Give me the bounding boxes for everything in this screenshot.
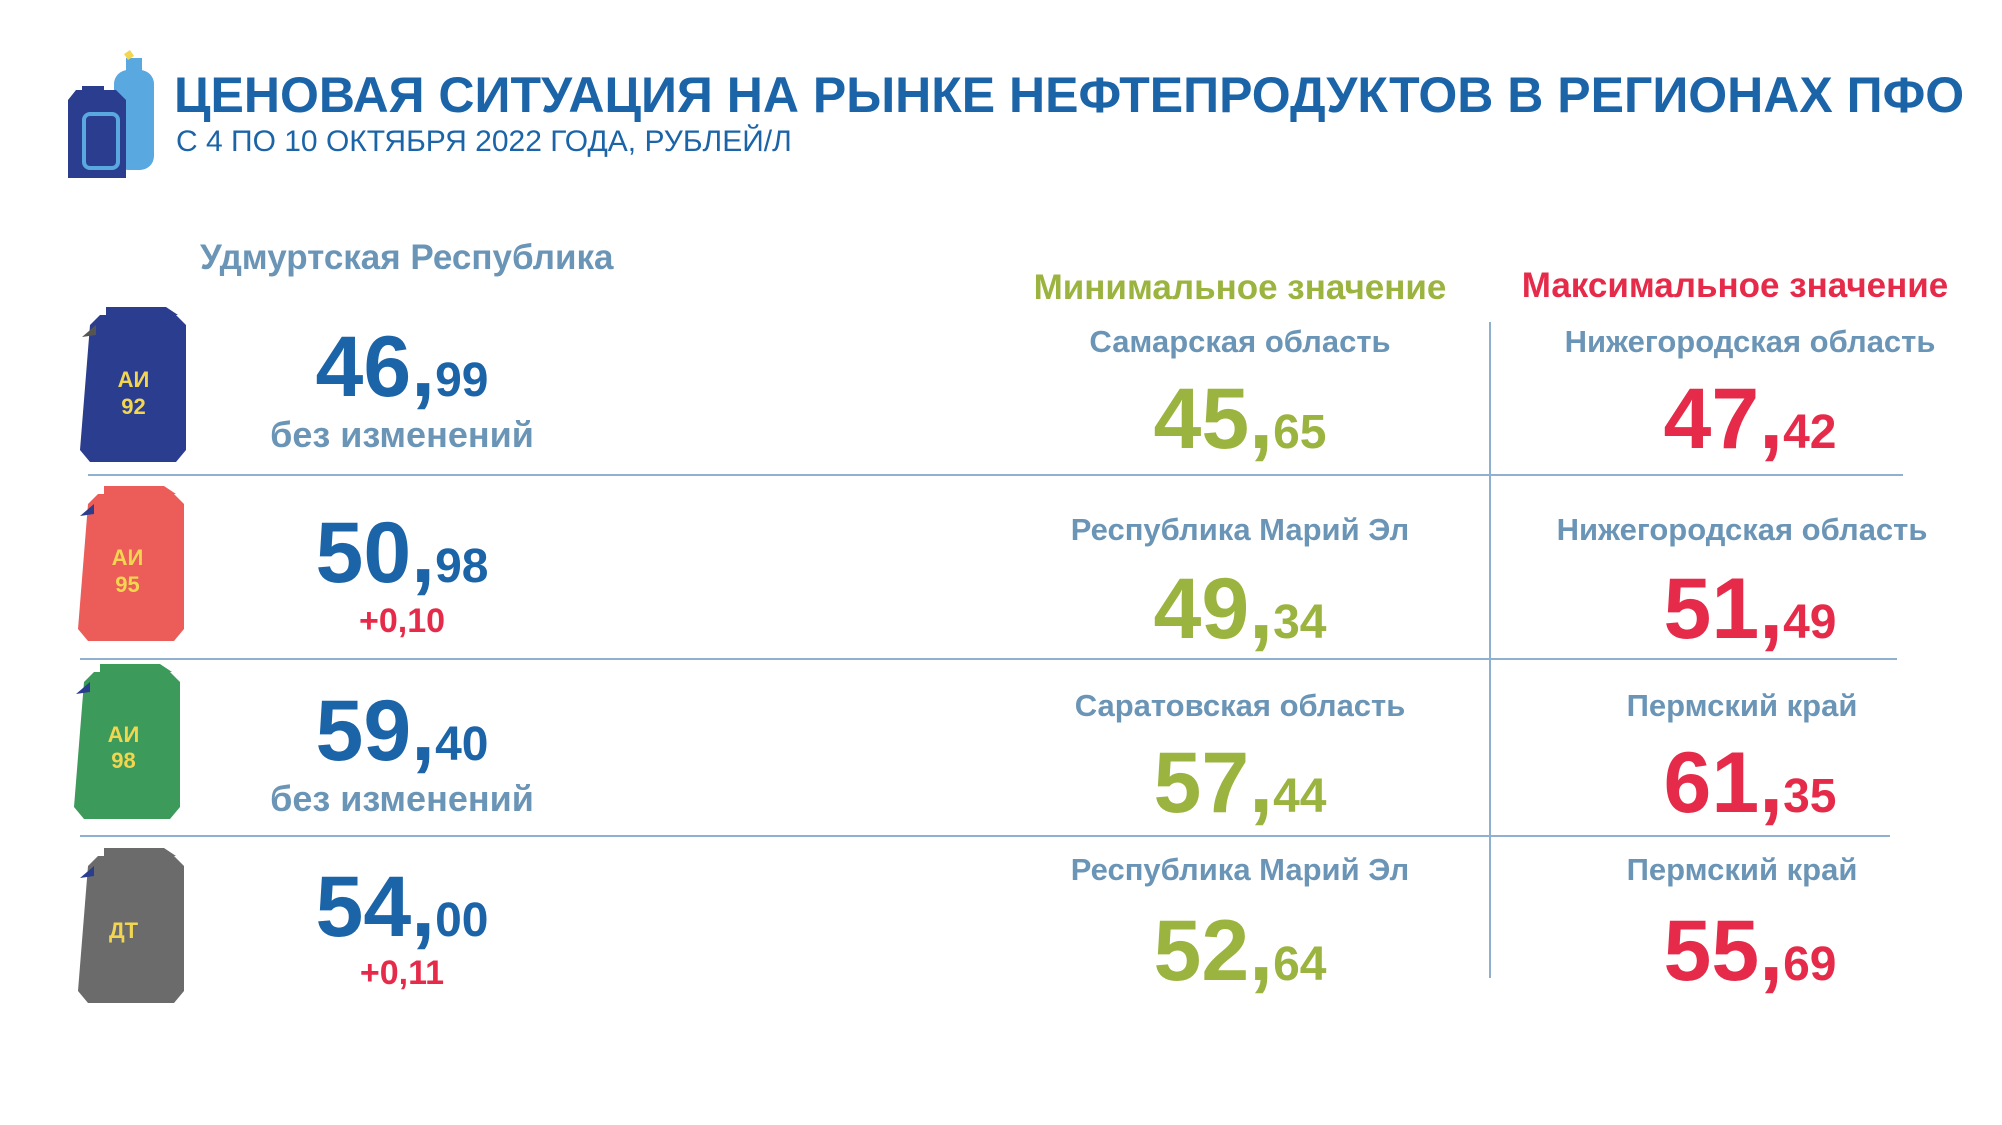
price-change: +0,10: [358, 602, 446, 640]
price-decimal: 00: [435, 894, 489, 947]
column-divider: [1489, 322, 1491, 978]
fuel-canister-icon: [78, 848, 184, 1003]
row-divider: [80, 658, 1897, 660]
max-price: 47,42: [1520, 370, 1980, 469]
price-decimal: 69: [1783, 938, 1837, 991]
price-integer: 55,: [1663, 903, 1784, 999]
fuel-canister-gas-cylinder-icon: [68, 50, 154, 178]
row-divider: [88, 474, 1903, 476]
min-region-name: Республика Марий Эл: [1070, 852, 1410, 887]
fuel-type-number: 92: [121, 394, 146, 419]
price-integer: 54,: [315, 859, 436, 955]
price-integer: 59,: [315, 683, 436, 779]
fuel-canister-icon: [78, 486, 184, 641]
page-subtitle: С 4 ПО 10 ОКТЯБРЯ 2022 ГОДА, РУБЛЕЙ/Л: [176, 125, 792, 158]
price-change: без изменений: [270, 414, 534, 455]
price-decimal: 65: [1273, 406, 1327, 459]
fuel-type-label: АИ: [117, 367, 150, 392]
price-integer: 57,: [1153, 735, 1274, 831]
udmurt-price: 54,00: [232, 858, 572, 957]
min-region-name: Республика Марий Эл: [1070, 512, 1410, 547]
max-price: 55,69: [1520, 902, 1980, 1001]
price-decimal: 40: [435, 718, 489, 771]
max-region-name: Пермский край: [1626, 688, 1858, 723]
min-price: 57,44: [1010, 734, 1470, 833]
region-title: Удмуртская Республика: [200, 238, 614, 277]
udmurt-price: 46,99: [232, 318, 572, 417]
price-decimal: 42: [1783, 406, 1837, 459]
price-integer: 49,: [1153, 561, 1274, 657]
max-price: 51,49: [1520, 560, 1980, 659]
price-decimal: 44: [1273, 770, 1327, 823]
price-decimal: 99: [435, 354, 489, 407]
price-integer: 47,: [1663, 371, 1784, 467]
price-decimal: 34: [1273, 596, 1327, 649]
price-decimal: 49: [1783, 596, 1837, 649]
min-price: 45,65: [1010, 370, 1470, 469]
price-change: +0,11: [359, 954, 445, 992]
price-decimal: 35: [1783, 770, 1837, 823]
min-region-name: Самарская область: [1089, 324, 1391, 359]
price-integer: 52,: [1153, 903, 1274, 999]
price-decimal: 98: [435, 540, 489, 593]
min-region-name: Саратовская область: [1074, 688, 1406, 723]
fuel-canister-icon: [80, 307, 186, 462]
fuel-type-number: 95: [115, 572, 140, 597]
price-decimal: 64: [1273, 938, 1327, 991]
fuel-canister-icon: [74, 664, 180, 819]
row-divider: [80, 835, 1890, 837]
fuel-type-number: 98: [111, 748, 136, 773]
fuel-type-label: АИ: [107, 722, 140, 747]
max-region-name: Нижегородская область: [1564, 324, 1936, 359]
max-price: 61,35: [1520, 734, 1980, 833]
max-column-header: Максимальное значение: [1521, 266, 1949, 305]
fuel-type-label: АИ: [111, 545, 144, 570]
udmurt-price: 50,98: [232, 504, 572, 603]
min-column-header: Минимальное значение: [1033, 268, 1447, 307]
price-integer: 50,: [315, 505, 436, 601]
price-integer: 61,: [1663, 735, 1784, 831]
price-integer: 46,: [315, 319, 436, 415]
min-price: 49,34: [1010, 560, 1470, 659]
price-integer: 51,: [1663, 561, 1784, 657]
price-change: без изменений: [270, 778, 534, 819]
page-title: ЦЕНОВАЯ СИТУАЦИЯ НА РЫНКЕ НЕФТЕПРОДУКТОВ…: [174, 67, 1965, 123]
fuel-type-label: ДТ: [108, 918, 139, 943]
max-region-name: Нижегородская область: [1556, 512, 1928, 547]
max-region-name: Пермский край: [1626, 852, 1858, 887]
min-price: 52,64: [1010, 902, 1470, 1001]
udmurt-price: 59,40: [232, 682, 572, 781]
price-integer: 45,: [1153, 371, 1274, 467]
